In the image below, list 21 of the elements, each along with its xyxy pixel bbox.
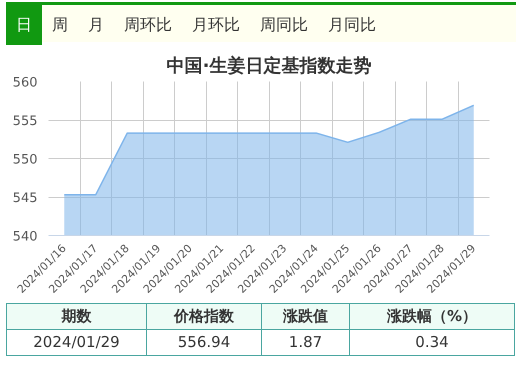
text: 1.87 (262, 330, 350, 356)
text: 周同比 (259, 14, 309, 36)
y-tick-label: 545 (12, 191, 38, 206)
text: 周环比 (123, 14, 173, 36)
y-tick-label: 555 (12, 114, 38, 129)
text: 涨跌幅（%） (350, 304, 514, 330)
y-tick-label: 560 (12, 76, 38, 90)
text: 2024/01/29 (6, 330, 146, 356)
text: 价格指数 (146, 304, 262, 330)
text: 期数 (6, 304, 146, 330)
text: 0.34 (350, 330, 514, 356)
text: 日 (6, 5, 42, 45)
chart-title: 中国·生姜日定基指数走势 (166, 54, 372, 76)
text: 周 (51, 14, 69, 36)
text: 月环比 (191, 14, 241, 36)
text: 月 (87, 14, 105, 36)
text: 涨跌值 (262, 304, 350, 330)
y-tick-label: 550 (12, 152, 38, 168)
text: 月同比 (327, 14, 377, 36)
y-tick-label: 540 (12, 230, 38, 244)
text: 556.94 (146, 330, 262, 356)
